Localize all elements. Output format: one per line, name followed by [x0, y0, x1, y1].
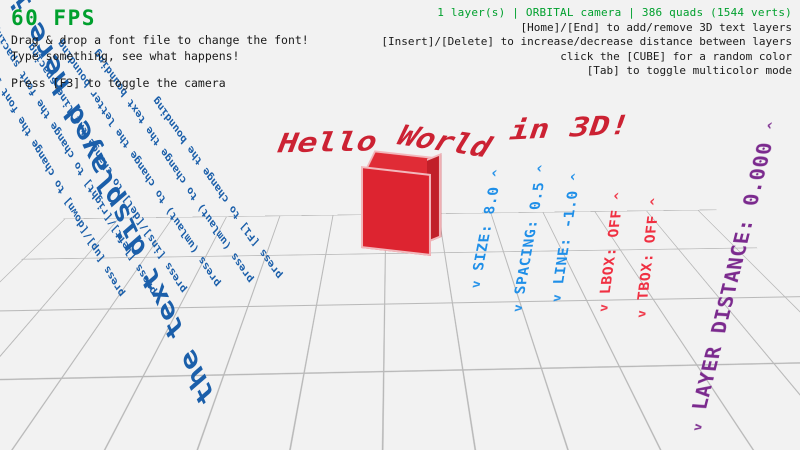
hud-left-spacer	[11, 64, 309, 75]
chevron-down-icon[interactable]: v	[634, 309, 650, 318]
hud-left-help: Drag & drop a font file to change the fo…	[11, 32, 309, 91]
chevron-up-icon[interactable]: ^	[765, 121, 782, 131]
hud-right-line-1: [Home]/[End] to add/remove 3D text layer…	[520, 20, 792, 34]
hud-right-line-2: [Insert]/[Delete] to increase/decrease d…	[381, 35, 792, 48]
hud-status-line: 1 layer(s) | ORBITAL camera | 386 quads …	[437, 6, 792, 19]
chevron-up-icon[interactable]: ^	[612, 191, 628, 200]
hud-right-help: 1 layer(s) | ORBITAL camera | 386 quads …	[381, 6, 792, 79]
cube-front-face[interactable]	[361, 166, 431, 256]
chevron-up-icon[interactable]: ^	[568, 172, 585, 181]
hud-left-line-2: Type something, see what happens!	[11, 49, 240, 63]
hud-left-line-1: Drag & drop a font file to change the fo…	[11, 33, 309, 47]
chevron-down-icon[interactable]: v	[596, 303, 612, 312]
chevron-down-icon[interactable]: v	[510, 303, 527, 312]
chevron-down-icon[interactable]: v	[690, 422, 706, 432]
hud-right-line-4: [Tab] to toggle multicolor mode	[586, 64, 792, 77]
hud-right-line-3: click the [CUBE] for a random color	[560, 49, 792, 63]
fps-counter: 60 FPS	[11, 6, 96, 30]
cube-object[interactable]	[361, 148, 441, 256]
chevron-up-icon[interactable]: ^	[535, 164, 551, 173]
chevron-up-icon[interactable]: ^	[648, 197, 664, 206]
chevron-up-icon[interactable]: ^	[490, 168, 506, 178]
chevron-down-icon[interactable]: v	[468, 279, 485, 289]
hud-left-camera-hint: Press [F3] to toggle the camera	[11, 76, 226, 90]
chevron-down-icon[interactable]: v	[549, 293, 566, 302]
